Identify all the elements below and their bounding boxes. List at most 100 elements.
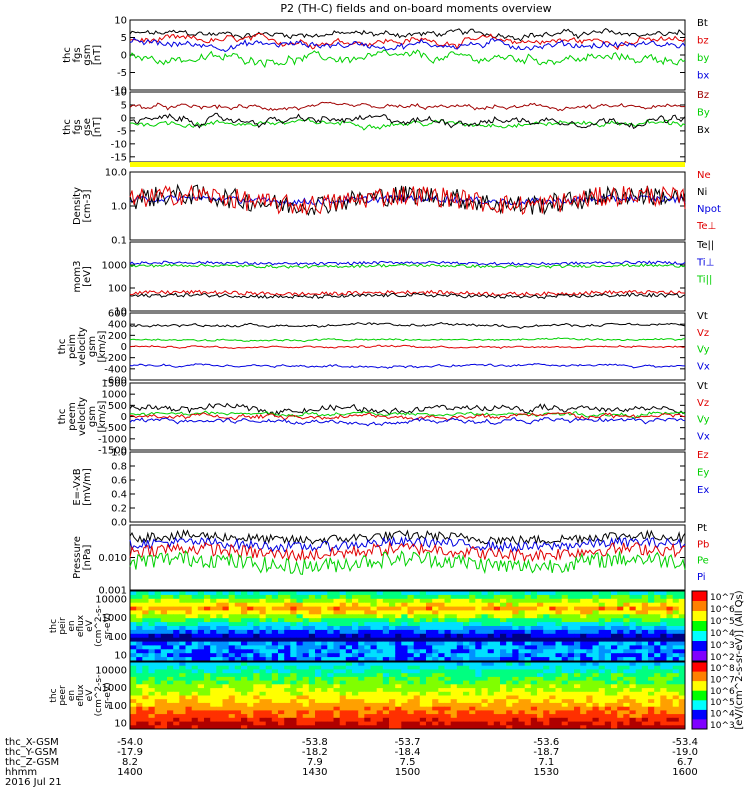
spectrogram-cell [678, 717, 686, 722]
spectrogram-cell [518, 662, 526, 667]
spectrogram-cell [382, 618, 390, 623]
spectrogram-cell [278, 598, 285, 604]
spectrogram-cell [210, 641, 217, 646]
spectrogram-cell [506, 591, 513, 596]
spectrogram-cell [333, 606, 341, 611]
spectrogram-cell [389, 717, 396, 722]
spectrogram-cell [284, 606, 291, 611]
spectrogram-cell [629, 641, 637, 646]
spectrogram-cell [148, 673, 156, 678]
spectrogram-cell [191, 717, 199, 722]
spectrogram-cell [493, 618, 501, 623]
spectrogram-cell [592, 688, 600, 693]
spectrogram-cell [524, 725, 532, 730]
spectrogram-cell [352, 714, 359, 719]
spectrogram-cell [611, 662, 618, 667]
spectrogram-cell [524, 594, 532, 600]
spectrogram-cell [413, 645, 421, 650]
spectrogram-cell [549, 721, 556, 726]
spectrogram-cell [395, 710, 402, 715]
spectrogram-cell [500, 649, 507, 654]
spectrogram-cell [364, 702, 371, 708]
spectrogram-cell [345, 591, 353, 596]
spectrogram-cell [191, 633, 199, 639]
spectrogram-cell [537, 618, 544, 623]
spectrogram-cell [623, 699, 630, 704]
series-line-Vx [129, 417, 686, 427]
spectrogram-cell [265, 618, 273, 623]
spectrogram-cell [561, 665, 569, 670]
y-axis-label-line: [km/s] [97, 330, 108, 362]
spectrogram-cell [222, 614, 230, 619]
spectrogram-cell [426, 610, 433, 615]
spectrogram-cell [493, 710, 501, 715]
spectrogram-cell [524, 710, 532, 715]
spectrogram-cell [179, 622, 186, 627]
spectrogram-cell [426, 688, 433, 693]
spectrogram-cell [493, 629, 501, 635]
spectrogram-cell [179, 598, 186, 604]
spectrogram-cell [389, 706, 396, 711]
spectrogram-cell [438, 665, 445, 670]
spectrogram-cell [204, 695, 211, 700]
spectrogram-cell [586, 598, 593, 604]
spectrogram-cell [204, 710, 211, 715]
spectrogram-cell [549, 717, 556, 722]
spectrogram-cell [197, 695, 205, 700]
spectrogram-cell [561, 695, 569, 700]
series-line-by [129, 49, 686, 69]
spectrogram-cell [623, 669, 630, 674]
spectrogram-cell [506, 680, 513, 685]
spectrogram-cell [204, 606, 211, 611]
spectrogram-cell [352, 717, 359, 722]
spectrogram-cell [296, 626, 304, 631]
spectrogram-cell [278, 706, 285, 711]
spectrogram-cell [456, 629, 464, 635]
spectrogram-cell [327, 669, 334, 674]
spectrogram-cell [370, 706, 378, 711]
spectrogram-cell [481, 637, 489, 643]
spectrogram-cell [401, 721, 408, 726]
spectrogram-cell [321, 641, 328, 646]
spectrogram-cell [302, 706, 310, 711]
spectrogram-cell [666, 637, 674, 643]
spectrogram-cell [216, 626, 223, 631]
spectrogram-cell [160, 602, 168, 608]
spectrogram-cell [407, 680, 415, 685]
spectrogram-cell [543, 614, 550, 619]
spectrogram-cell [154, 622, 162, 627]
spectrogram-cell [370, 622, 378, 627]
spectrogram-cell [567, 633, 575, 639]
spectrogram-cell [592, 702, 600, 708]
spectrogram-cell [160, 598, 168, 604]
spectrogram-cell [648, 665, 655, 670]
spectrogram-cell [154, 645, 162, 650]
spectrogram-cell [173, 710, 180, 715]
spectrogram-cell [475, 649, 482, 654]
spectrogram-cell [493, 714, 501, 719]
spectrogram-cell [598, 673, 606, 678]
spectrogram-cell [580, 614, 587, 619]
spectrogram-cell [493, 684, 501, 689]
spectrogram-cell [167, 702, 174, 708]
spectrogram-cell [228, 645, 236, 650]
spectrogram-cell [487, 610, 495, 615]
spectrogram-cell [537, 637, 544, 643]
spectrogram-cell [259, 717, 267, 722]
spectrogram-cell [432, 641, 439, 646]
spectrogram-cell [364, 622, 371, 627]
spectrogram-cell [142, 695, 149, 700]
spectrogram-cell [247, 725, 254, 730]
spectrogram-cell [654, 684, 661, 689]
spectrogram-cell [678, 725, 686, 730]
spectrogram-cell [598, 641, 606, 646]
spectrogram-cell [179, 633, 186, 639]
spectrogram-cell [204, 714, 211, 719]
spectrogram-cell [345, 669, 353, 674]
spectrogram-cell [666, 706, 674, 711]
spectrogram-cell [241, 657, 248, 662]
spectrogram-cell [586, 633, 593, 639]
y-tick-label: -1500 [98, 446, 127, 457]
spectrogram-cell [438, 610, 445, 615]
spectrogram-cell [241, 721, 248, 726]
